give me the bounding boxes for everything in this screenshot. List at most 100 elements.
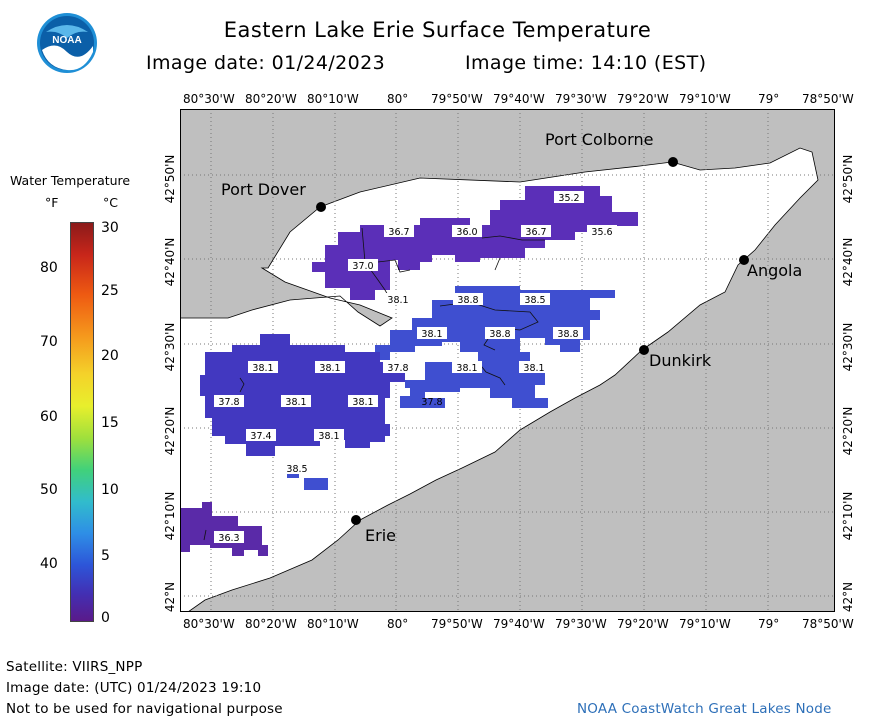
disclaimer: Not to be used for navigational purpose bbox=[6, 701, 283, 717]
legend-f-label: 70 bbox=[40, 334, 58, 350]
lon-label: 78°50'W bbox=[802, 92, 854, 106]
city-label: Erie bbox=[365, 526, 396, 545]
lake-map: 35.2 36.7 36.0 36.7 35.6 37.0 38.1 38.8 … bbox=[180, 109, 835, 612]
lat-label: 42°30'N bbox=[163, 322, 177, 372]
temp-label: 38.5 bbox=[286, 464, 307, 475]
lon-label: 79°40'W bbox=[493, 617, 545, 631]
temp-label: 38.1 bbox=[523, 363, 544, 374]
city-markers bbox=[316, 157, 749, 525]
temp-label: 36.3 bbox=[218, 533, 239, 544]
temp-label: 38.1 bbox=[319, 363, 340, 374]
map-border bbox=[180, 109, 835, 612]
lon-label: 79°40'W bbox=[493, 92, 545, 106]
legend-title: Water Temperature bbox=[10, 173, 131, 188]
temp-label: 37.8 bbox=[387, 363, 408, 374]
city-marker bbox=[639, 345, 649, 355]
city-label: Angola bbox=[747, 261, 802, 280]
image-time: Image time: 14:10 (EST) bbox=[465, 52, 707, 74]
lat-label: 42°30'N bbox=[841, 322, 855, 372]
legend-f-label: 40 bbox=[40, 556, 58, 572]
legend-f-label: 80 bbox=[40, 260, 58, 276]
temp-label: 38.8 bbox=[489, 329, 510, 340]
credit-text: NOAA CoastWatch Great Lakes Node bbox=[577, 701, 832, 717]
patch-purple-sw bbox=[180, 502, 268, 556]
lon-label: 79°20'W bbox=[617, 92, 669, 106]
temp-label: 38.1 bbox=[387, 295, 408, 306]
lon-label: 79°50'W bbox=[431, 617, 483, 631]
legend-c-label: 10 bbox=[101, 482, 119, 498]
temp-label: 38.1 bbox=[456, 363, 477, 374]
city-marker bbox=[739, 255, 749, 265]
city-labels: Port Colborne Port Dover Angola Dunkirk … bbox=[221, 130, 802, 545]
patch-small-2 bbox=[287, 474, 299, 478]
lon-label: 79°10'W bbox=[679, 92, 731, 106]
lon-label: 80° bbox=[387, 92, 409, 106]
lon-label: 80°30'W bbox=[183, 92, 235, 106]
city-label: Dunkirk bbox=[649, 351, 712, 370]
color-scale-bar bbox=[70, 222, 94, 622]
lat-label: 42°50'N bbox=[163, 154, 177, 204]
patch-small-1 bbox=[304, 478, 328, 490]
lon-label: 80°10'W bbox=[307, 617, 359, 631]
legend-c-label: 15 bbox=[101, 415, 119, 431]
legend-c-label: 30 bbox=[101, 220, 119, 236]
lon-label: 80°20'W bbox=[245, 92, 297, 106]
lat-label: 42°N bbox=[841, 581, 855, 613]
lat-label: 42°10'N bbox=[841, 491, 855, 541]
lon-label: 79°10'W bbox=[679, 617, 731, 631]
legend-c-label: 20 bbox=[101, 348, 119, 364]
temp-label: 38.1 bbox=[252, 363, 273, 374]
temp-label: 36.7 bbox=[388, 227, 409, 238]
city-marker bbox=[668, 157, 678, 167]
lon-label: 78°50'W bbox=[802, 617, 854, 631]
legend-c-label: 25 bbox=[101, 283, 119, 299]
page-title: Eastern Lake Erie Surface Temperature bbox=[223, 18, 652, 42]
lon-label: 79°50'W bbox=[431, 92, 483, 106]
city-label: Port Dover bbox=[221, 180, 306, 199]
temp-label: 37.8 bbox=[218, 397, 239, 408]
lat-label: 42°20'N bbox=[163, 406, 177, 456]
temp-label: 38.8 bbox=[557, 329, 578, 340]
temp-label: 38.1 bbox=[421, 329, 442, 340]
city-marker bbox=[316, 202, 326, 212]
legend-f-label: 60 bbox=[40, 409, 58, 425]
legend-f-label: 50 bbox=[40, 482, 58, 498]
noaa-logo-text: NOAA bbox=[52, 35, 81, 46]
lon-label: 79° bbox=[758, 617, 780, 631]
lon-label: 79°30'W bbox=[555, 617, 607, 631]
noaa-logo: NOAA bbox=[36, 12, 98, 74]
lon-label: 79° bbox=[758, 92, 780, 106]
lon-label: 80° bbox=[387, 617, 409, 631]
lat-label: 42°40'N bbox=[163, 237, 177, 287]
temp-label: 35.2 bbox=[558, 193, 579, 204]
lat-label: 42°50'N bbox=[841, 154, 855, 204]
lat-label: 42°N bbox=[163, 581, 177, 613]
lon-label: 79°20'W bbox=[617, 617, 669, 631]
temp-label: 38.1 bbox=[352, 397, 373, 408]
temp-label: 36.7 bbox=[525, 227, 546, 238]
satellite-info: Satellite: VIIRS_NPP bbox=[6, 659, 143, 675]
temp-label: 37.8 bbox=[421, 397, 442, 408]
image-date: Image date: 01/24/2023 bbox=[146, 52, 386, 74]
temp-label: 38.5 bbox=[524, 295, 545, 306]
lat-label: 42°10'N bbox=[163, 491, 177, 541]
legend-c-label: 5 bbox=[101, 548, 110, 564]
city-marker bbox=[351, 515, 361, 525]
utc-date: Image date: (UTC) 01/24/2023 19:10 bbox=[6, 680, 262, 696]
lon-label: 79°30'W bbox=[555, 92, 607, 106]
temp-label: 37.4 bbox=[250, 431, 271, 442]
temp-label: 38.1 bbox=[285, 397, 306, 408]
temp-label: 37.0 bbox=[352, 261, 373, 272]
legend-unit-c: °C bbox=[103, 195, 118, 210]
temp-label: 35.6 bbox=[591, 227, 612, 238]
lon-label: 80°10'W bbox=[307, 92, 359, 106]
city-label: Port Colborne bbox=[545, 130, 653, 149]
legend-unit-f: °F bbox=[45, 195, 59, 210]
lat-label: 42°40'N bbox=[841, 237, 855, 287]
legend-c-label: 0 bbox=[101, 610, 110, 626]
lon-label: 80°20'W bbox=[245, 617, 297, 631]
temp-patches bbox=[180, 186, 638, 556]
temp-label: 38.1 bbox=[318, 431, 339, 442]
patch-blue-central bbox=[375, 286, 615, 408]
temp-labels: 35.2 36.7 36.0 36.7 35.6 37.0 38.1 38.8 … bbox=[214, 191, 617, 544]
